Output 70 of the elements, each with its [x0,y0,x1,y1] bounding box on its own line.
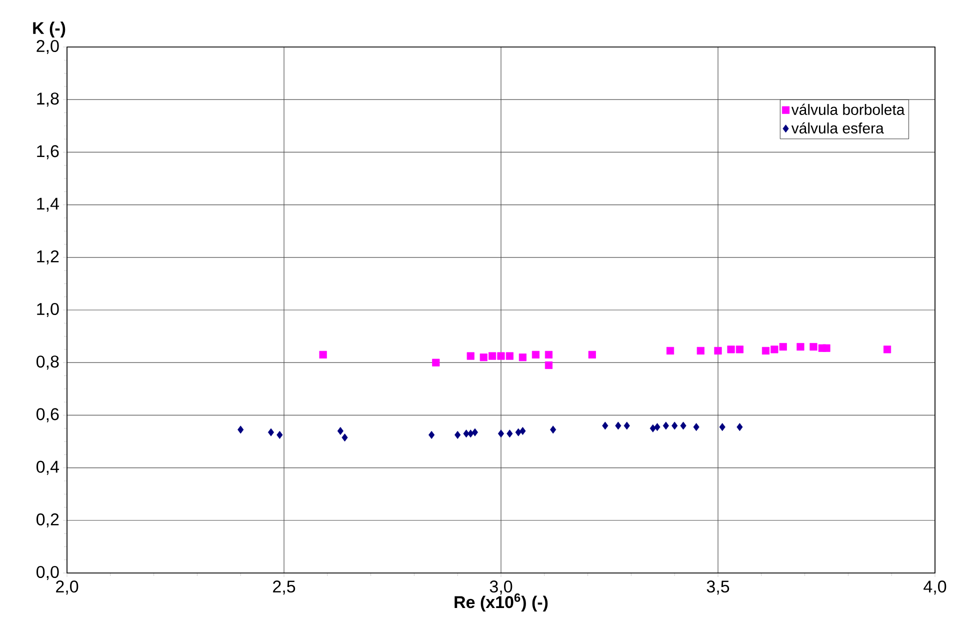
x-tick-label: 2,5 [273,580,296,595]
y-tick-label: 2,0 [36,40,59,54]
point [463,430,470,438]
point [268,428,274,436]
point [506,430,513,438]
point [650,424,656,432]
point [428,430,435,439]
point [432,358,440,366]
point [714,346,722,355]
point [520,426,526,435]
point [770,346,778,354]
x-tick-label: 3,0 [490,580,512,595]
point [693,423,700,432]
y-tick-label: 1,8 [37,92,59,107]
y-tick-label: 1,4 [37,198,59,212]
point [883,346,892,354]
point [337,426,344,435]
point [624,422,630,430]
legend-label: válvula borboleta [791,104,905,115]
y-tick-label: 1,2 [37,250,59,264]
point [666,346,674,355]
point [727,346,735,354]
y-tick-label: 0,4 [36,460,59,475]
point [696,346,704,355]
point [654,423,660,432]
point [544,350,553,358]
x-tick-label: 4,0 [924,580,946,595]
point [550,426,556,434]
point [342,434,348,442]
point [544,361,553,370]
point [488,352,496,360]
x-tick-label: 3,5 [706,580,730,595]
point [468,430,474,438]
point [319,350,327,358]
point [779,343,787,351]
point [736,346,744,354]
x-tick-label: 2,0 [56,580,78,595]
x-axis-title: Re (x10$^{6}$) (-) [454,593,548,612]
point [810,343,818,351]
point [515,428,522,436]
point [680,422,686,430]
point [662,422,669,430]
point [719,423,726,432]
point [796,343,804,351]
y-axis-title: K (-) [33,22,66,38]
legend-label: válvula esfera [791,122,884,134]
point [518,354,527,362]
point [736,423,743,432]
point [588,350,596,358]
y-tick-label: 0,8 [36,356,59,370]
y-tick-label: 1,6 [37,145,59,160]
point [506,352,514,360]
point [472,428,478,436]
y-tick-label: 0,2 [36,513,59,528]
point [762,346,770,355]
point [466,352,474,360]
y-tick-label: 1,0 [37,302,59,318]
point [615,422,622,430]
point [480,354,488,362]
y-tick-label: 0,0 [36,566,59,580]
point [532,350,540,358]
point [454,430,461,439]
point [238,426,244,434]
y-tick-label: 0,6 [36,408,59,422]
point [602,422,608,430]
point [672,422,678,430]
point [822,344,830,352]
point [276,430,283,439]
point [497,352,505,360]
point [498,430,504,438]
